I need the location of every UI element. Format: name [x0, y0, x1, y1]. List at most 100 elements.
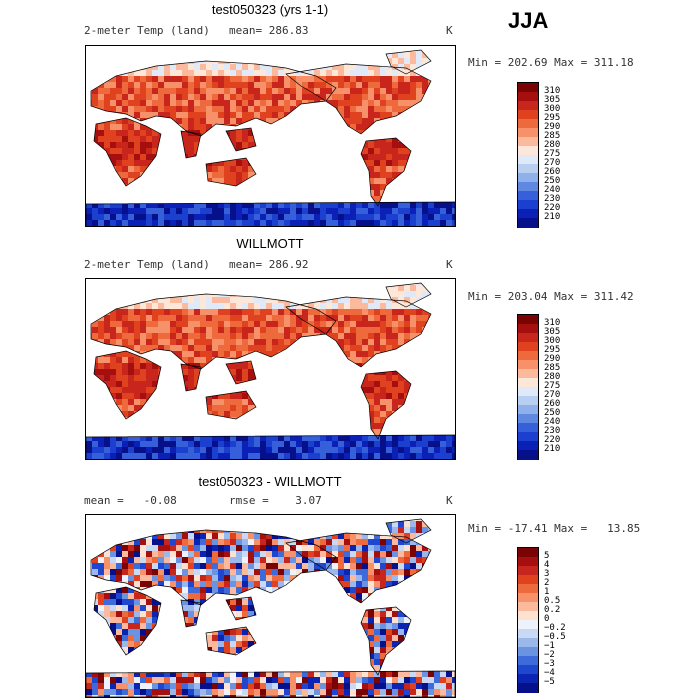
units-label: K: [446, 494, 453, 507]
mean-label: mean= 286.92: [229, 258, 309, 271]
colorbar-cell: [518, 83, 538, 93]
colorbar-tick-label: 270: [544, 389, 561, 400]
coastline: [90, 293, 337, 370]
coastline: [205, 157, 257, 187]
colorbar-cell: [518, 146, 538, 156]
coastline: [205, 390, 257, 420]
colorbar-tick-label: 4: [544, 559, 550, 570]
colorbar-cell: [518, 593, 538, 603]
colorbar-cell: [518, 351, 538, 361]
coastline: [360, 370, 412, 440]
colorbar-tick-label: −1: [544, 640, 555, 651]
coastline: [360, 606, 412, 676]
temperature-map: [85, 45, 456, 227]
colorbar-tick-label: 300: [544, 103, 561, 114]
coastline: [385, 49, 432, 75]
coastline: [385, 518, 432, 544]
colorbar-cell: [518, 128, 538, 138]
colorbar-cell: [518, 441, 538, 451]
temperature-map: [85, 278, 456, 460]
colorbar-cell: [518, 101, 538, 111]
colorbar-tick-label: 285: [544, 130, 561, 141]
colorbar-cell: [518, 369, 538, 379]
coastline: [285, 296, 432, 368]
coastline: [225, 596, 257, 621]
colorbar-cell: [518, 164, 538, 174]
colorbar-cell: [518, 602, 538, 612]
colorbar-cell: [518, 92, 538, 102]
colorbar-tick-label: −0.2: [544, 622, 566, 633]
coastline: [93, 350, 162, 420]
colorbar-tick-label: 240: [544, 184, 561, 195]
colorbar-tick-label: 275: [544, 148, 561, 159]
colorbar-tick-label: 210: [544, 443, 561, 454]
colorbar-cell: [518, 557, 538, 567]
colorbar-cell: [518, 324, 538, 334]
colorbar-tick-label: 210: [544, 211, 561, 222]
coastline: [86, 670, 455, 697]
colorbar-cell: [518, 209, 538, 219]
coastline: [385, 282, 432, 308]
coastline: [180, 130, 202, 159]
colorbar-cell: [518, 548, 538, 558]
colorbar-tick-label: 310: [544, 317, 561, 328]
colorbar-cell: [518, 414, 538, 424]
colorbar-tick-label: 0: [544, 613, 550, 624]
coastline: [93, 117, 162, 187]
colorbar-cell: [518, 575, 538, 585]
mean-label: mean = -0.08: [84, 494, 177, 507]
colorbar-tick-label: 220: [544, 434, 561, 445]
colorbar-tick-label: 1: [544, 586, 550, 597]
units-label: K: [446, 258, 453, 271]
colorbar-tick-label: 230: [544, 425, 561, 436]
panel-title: test050323 (yrs 1-1): [211, 2, 329, 17]
colorbar-tick-label: 295: [544, 112, 561, 123]
colorbar-tick-label: 3: [544, 568, 550, 579]
colorbar-cell: [518, 218, 538, 228]
coastline: [285, 63, 432, 135]
units-label: K: [446, 24, 453, 37]
colorbar-tick-label: 270: [544, 157, 561, 168]
colorbar-cell: [518, 378, 538, 388]
colorbar-tick-label: −4: [544, 667, 555, 678]
panel-title: WILLMOTT: [236, 236, 304, 251]
colorbar-cell: [518, 137, 538, 147]
colorbar-cell: [518, 396, 538, 406]
colorbar-cell: [518, 450, 538, 460]
colorbar-cell: [518, 191, 538, 201]
colorbar-cell: [518, 342, 538, 352]
colorbar-cell: [518, 333, 538, 343]
colorbar-cell: [518, 629, 538, 639]
colorbar-cell: [518, 387, 538, 397]
coastline: [285, 532, 432, 604]
minmax-label: Min = -17.41 Max = 13.85: [468, 522, 641, 535]
colorbar-cell: [518, 674, 538, 684]
mean-label: mean= 286.83: [229, 24, 309, 37]
coastline: [86, 201, 455, 226]
colorbar-tick-label: −5: [544, 676, 555, 687]
colorbar: [517, 547, 539, 693]
colorbar-cell: [518, 110, 538, 120]
variable-label: 2-meter Temp (land): [84, 258, 210, 271]
colorbar: [517, 314, 539, 460]
colorbar-tick-label: 5: [544, 550, 550, 561]
rmse-label: rmse = 3.07: [229, 494, 322, 507]
colorbar-cell: [518, 155, 538, 165]
colorbar-tick-label: 250: [544, 175, 561, 186]
variable-label: 2-meter Temp (land): [84, 24, 210, 37]
colorbar-tick-label: 280: [544, 139, 561, 150]
season-label: JJA: [508, 8, 549, 33]
colorbar-tick-label: 0.5: [544, 595, 561, 606]
coastline: [90, 529, 337, 606]
minmax-label: Min = 202.69 Max = 311.18: [468, 56, 634, 69]
colorbar-cell: [518, 566, 538, 576]
colorbar-tick-label: 295: [544, 344, 561, 355]
panel-title: test050323 - WILLMOTT: [198, 474, 342, 489]
colorbar-cell: [518, 656, 538, 666]
colorbar-tick-label: 275: [544, 380, 561, 391]
colorbar-tick-label: 300: [544, 335, 561, 346]
colorbar-cell: [518, 182, 538, 192]
colorbar-tick-label: −2: [544, 649, 555, 660]
colorbar-tick-label: −0.5: [544, 631, 566, 642]
colorbar-cell: [518, 405, 538, 415]
